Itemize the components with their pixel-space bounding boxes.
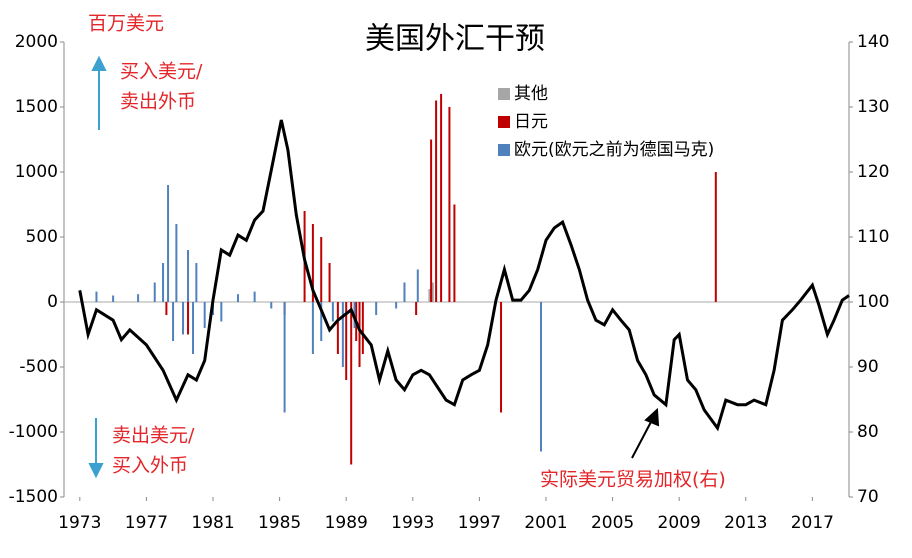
bar [187, 250, 190, 302]
y2-tick-label: 70 [857, 487, 879, 507]
bar [403, 282, 406, 302]
x-tick-label: 1993 [391, 513, 434, 533]
bar [192, 302, 195, 354]
bar [539, 302, 542, 452]
x-tick-label: 1989 [325, 513, 368, 533]
y2-tick-label: 140 [857, 32, 889, 52]
bar [345, 302, 348, 380]
y-tick-label: 500 [26, 227, 58, 247]
bar [165, 302, 168, 315]
bar [283, 302, 286, 413]
bar [253, 291, 256, 302]
bar [320, 237, 323, 302]
bar [431, 282, 434, 302]
bar [112, 295, 115, 302]
legend-label: 日元 [514, 112, 548, 132]
legend-swatch [498, 144, 510, 156]
y2-tick-label: 80 [857, 422, 879, 442]
x-tick-label: 1977 [125, 513, 168, 533]
y-tick-label: 1500 [15, 97, 58, 117]
legend-swatch [498, 88, 510, 100]
bar [714, 172, 717, 302]
bar [162, 263, 165, 302]
bar [172, 302, 175, 341]
y2-tick-label: 100 [857, 292, 889, 312]
bar [175, 224, 178, 302]
legend-swatch [498, 116, 510, 128]
bar [440, 94, 443, 302]
y-tick-label: -1500 [9, 487, 58, 507]
x-tick-label: 1985 [258, 513, 301, 533]
bar [350, 302, 353, 465]
x-tick-label: 2013 [724, 513, 767, 533]
x-tick-label: 2017 [791, 513, 834, 533]
legend-label: 其他 [514, 84, 548, 104]
y2-tick-label: 130 [857, 97, 889, 117]
x-tick-label: 2005 [591, 513, 634, 533]
x-tick-label: 1973 [58, 513, 101, 533]
bar [428, 289, 431, 302]
x-tick-label: 1981 [191, 513, 234, 533]
annotation: 卖出美元/ [112, 425, 195, 447]
bar [311, 224, 314, 302]
bar [361, 302, 364, 354]
bar [203, 302, 206, 328]
bar [320, 302, 323, 341]
bar [395, 302, 398, 309]
y2-tick-label: 120 [857, 162, 889, 182]
annotation: 买入外币 [112, 455, 188, 477]
bar [336, 302, 339, 354]
bar [311, 302, 314, 354]
bar [341, 302, 344, 367]
bar [167, 185, 170, 302]
bar [137, 294, 140, 302]
annotation: 买入美元/ [120, 61, 203, 83]
bar [95, 291, 98, 302]
y-tick-label: -500 [19, 357, 58, 377]
bar [220, 302, 223, 322]
bar [415, 302, 418, 315]
chart-title: 美国外汇干预 [365, 22, 545, 57]
bar [375, 302, 378, 315]
bar [270, 302, 273, 309]
annotation: 卖出外币 [120, 91, 196, 113]
bar [328, 263, 331, 302]
bar [500, 302, 503, 413]
x-tick-label: 1997 [458, 513, 501, 533]
y2-tick-label: 110 [857, 227, 889, 247]
bar [430, 139, 433, 302]
bar [448, 107, 451, 302]
y-axis-label: 百万美元 [88, 13, 164, 35]
arrows [88, 55, 107, 479]
bar [153, 282, 156, 302]
bar [236, 294, 239, 302]
bar [453, 204, 456, 302]
annotation: 实际美元贸易加权(右) [540, 469, 726, 491]
y-tick-label: 2000 [15, 32, 58, 52]
y-tick-label: 1000 [15, 162, 58, 182]
line [78, 119, 850, 432]
bar [358, 302, 361, 367]
x-tick-label: 2001 [524, 513, 567, 533]
pointer-arrow [631, 407, 660, 459]
bar [195, 263, 198, 302]
bar [416, 269, 419, 302]
y-tick-label: -1000 [9, 422, 58, 442]
bar [435, 100, 438, 302]
y-tick-label: 0 [47, 292, 58, 312]
bar [331, 302, 334, 322]
legend-label: 欧元(欧元之前为德国马克) [514, 140, 714, 160]
y2-tick-label: 90 [857, 357, 879, 377]
x-tick-label: 2009 [658, 513, 701, 533]
bar [182, 302, 185, 335]
bar [187, 302, 190, 335]
